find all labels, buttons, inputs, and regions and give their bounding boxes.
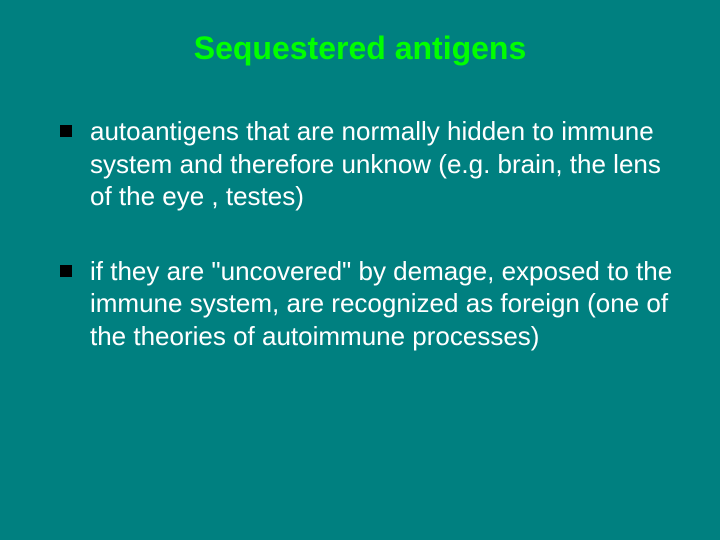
list-item: if they are "uncovered" by demage, expos… [60,255,680,353]
square-bullet-icon [60,265,72,277]
bullet-text: autoantigens that are normally hidden to… [90,115,680,213]
slide-title: Sequestered antigens [40,30,680,67]
list-item: autoantigens that are normally hidden to… [60,115,680,213]
square-bullet-icon [60,125,72,137]
bullet-text: if they are "uncovered" by demage, expos… [90,255,680,353]
bullet-list: autoantigens that are normally hidden to… [40,115,680,352]
